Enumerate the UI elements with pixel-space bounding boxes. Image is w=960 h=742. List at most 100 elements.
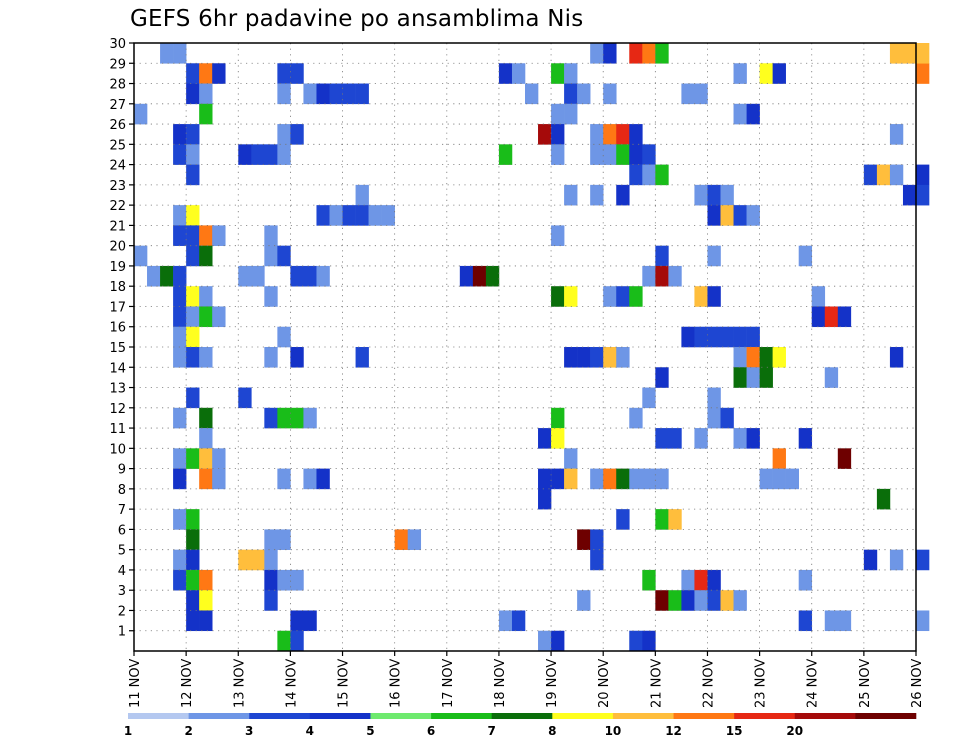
heatmap-cell xyxy=(199,407,213,429)
heatmap-cell xyxy=(733,347,747,368)
colorbar-label: 12 xyxy=(665,724,682,738)
heatmap-cell xyxy=(655,428,669,449)
heatmap-cell xyxy=(316,83,330,105)
heatmap-cell xyxy=(824,610,839,632)
heatmap-cell xyxy=(264,407,278,429)
y-tick-label: 18 xyxy=(109,280,126,295)
y-tick-label: 4 xyxy=(118,564,126,579)
y-tick-label: 13 xyxy=(109,382,126,397)
heatmap-cell xyxy=(186,387,200,409)
heatmap-cell xyxy=(733,205,747,226)
y-tick-label: 22 xyxy=(109,199,126,214)
heatmap-cell xyxy=(173,205,187,226)
heatmap-cell xyxy=(746,205,760,226)
heatmap-cell xyxy=(707,184,721,206)
heatmap-cell xyxy=(629,144,643,165)
colorbar-swatch xyxy=(673,713,735,719)
colorbar-label: 2 xyxy=(184,724,192,738)
heatmap-cell xyxy=(290,124,304,145)
heatmap-cell xyxy=(916,610,930,632)
heatmap-cell xyxy=(733,428,747,449)
heatmap-cell xyxy=(798,245,813,267)
heatmap-cell xyxy=(551,124,565,145)
heatmap-cell xyxy=(590,43,604,64)
heatmap-cell xyxy=(564,347,578,368)
heatmap-cell xyxy=(277,630,291,652)
heatmap-cell xyxy=(264,569,278,591)
heatmap-cell xyxy=(916,549,930,571)
heatmap-cell xyxy=(642,569,656,591)
heatmap-cell xyxy=(316,265,330,287)
heatmap-cell xyxy=(264,286,278,307)
y-tick-label: 19 xyxy=(109,260,126,275)
heatmap-cell xyxy=(772,347,786,368)
heatmap-cell xyxy=(629,43,643,64)
heatmap-cell xyxy=(759,347,773,368)
heatmap-cell xyxy=(173,509,187,530)
heatmap-cell xyxy=(590,549,604,571)
heatmap-cell xyxy=(720,205,734,226)
heatmap-cell xyxy=(212,63,226,84)
heatmap-cell xyxy=(290,265,304,287)
heatmap-cell xyxy=(355,347,369,368)
heatmap-cell xyxy=(186,286,200,307)
heatmap-cell xyxy=(668,265,682,287)
heatmap-cell xyxy=(485,265,500,287)
heatmap-cell xyxy=(277,407,291,429)
heatmap-cell xyxy=(551,407,565,429)
heatmap-cell xyxy=(772,63,786,84)
y-tick-label: 27 xyxy=(109,98,126,113)
grid-lines xyxy=(134,43,916,651)
heatmap-cell xyxy=(186,529,200,550)
heatmap-cell xyxy=(173,468,187,490)
colorbar-swatch xyxy=(309,713,371,719)
heatmap-cell xyxy=(355,205,369,226)
heatmap-cell xyxy=(694,569,708,591)
heatmap-cell xyxy=(538,428,552,449)
heatmap-cell xyxy=(889,124,904,145)
heatmap-cell xyxy=(811,286,826,307)
heatmap-cell xyxy=(655,367,669,388)
heatmap-cell xyxy=(199,347,213,368)
heatmap-cell xyxy=(655,265,669,287)
heatmap-cell xyxy=(876,164,891,186)
heatmap-cell xyxy=(212,225,226,246)
heatmap-cell xyxy=(186,549,200,571)
heatmap-cell xyxy=(798,428,813,449)
heatmap-cell xyxy=(277,245,291,267)
heatmap-cell xyxy=(355,184,369,206)
heatmap-cell xyxy=(577,590,591,611)
heatmap-cell xyxy=(629,407,643,429)
heatmap-cell xyxy=(303,265,317,287)
heatmap-cell xyxy=(577,347,591,368)
heatmap-cell xyxy=(173,265,187,287)
heatmap-cell xyxy=(551,144,565,165)
heatmap-cell xyxy=(564,468,578,490)
heatmap-cells xyxy=(134,43,930,652)
heatmap-cell xyxy=(733,103,747,125)
heatmap-cell xyxy=(564,83,578,105)
heatmap-cell xyxy=(759,367,773,388)
heatmap-cell xyxy=(199,428,213,449)
heatmap-cell xyxy=(303,83,317,105)
y-tick-label: 2 xyxy=(118,604,126,619)
x-tick-label: 25 NOV xyxy=(858,659,873,708)
heatmap-cell xyxy=(668,590,682,611)
heatmap-cell xyxy=(538,468,552,490)
heatmap-cell xyxy=(199,610,213,632)
x-tick-label: 24 NOV xyxy=(806,659,821,708)
heatmap-cell xyxy=(264,549,278,571)
colorbar-swatch xyxy=(188,713,250,719)
heatmap-cell xyxy=(199,225,213,246)
heatmap-cell xyxy=(798,569,813,591)
heatmap-cell xyxy=(538,488,552,510)
heatmap-cell xyxy=(759,468,773,490)
heatmap-cell xyxy=(173,225,187,246)
heatmap-cell xyxy=(199,103,213,125)
heatmap-cell xyxy=(655,590,669,611)
heatmap-cell xyxy=(746,347,760,368)
heatmap-cell xyxy=(147,265,161,287)
heatmap-cell xyxy=(876,488,891,510)
heatmap-cell xyxy=(564,103,578,125)
heatmap-cell xyxy=(603,286,617,307)
